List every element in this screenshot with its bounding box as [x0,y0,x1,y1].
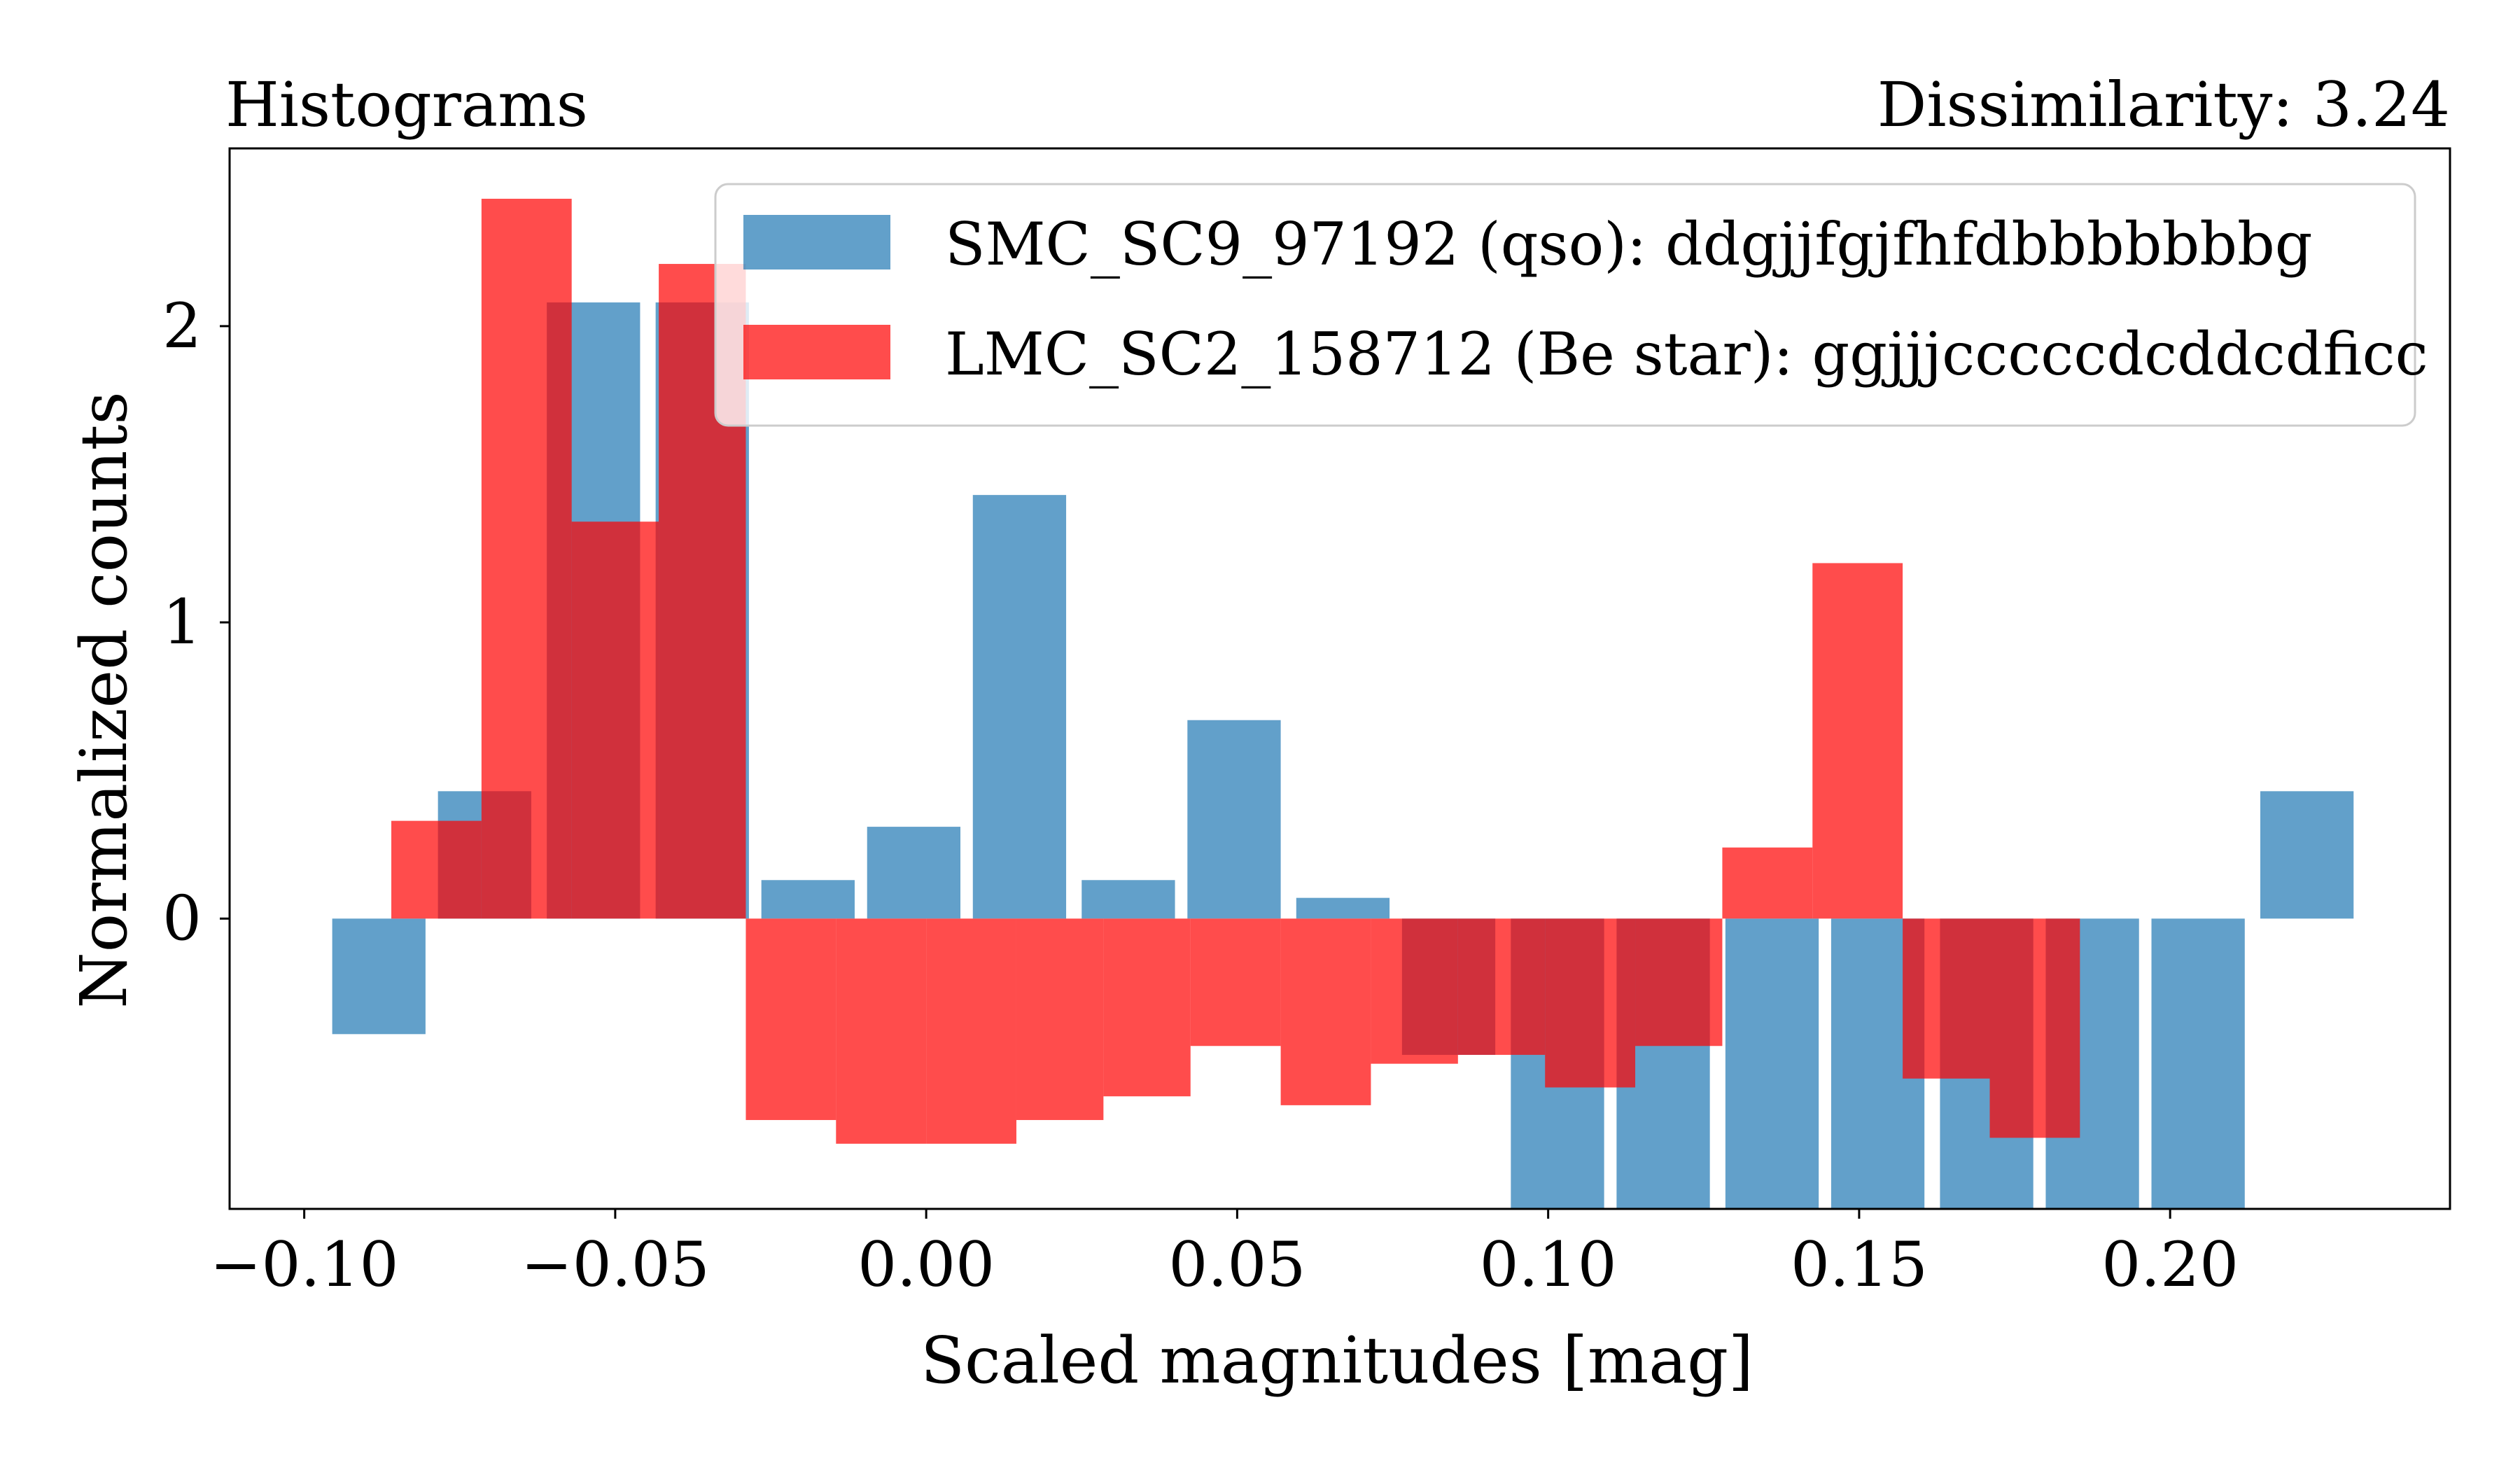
y-tick-label: 0 [162,882,202,954]
smc-bar-18 [2260,791,2354,919]
lmc-bar-1 [481,198,572,919]
legend-label-smc: SMC_SC9_97192 (qso): ddgjjfgjfhfdbbbbbbb… [945,210,2313,279]
legend-swatch-lmc [743,325,890,379]
chart-title-left: Histograms [225,69,588,141]
smc-bar-17 [2151,918,2245,1209]
smc-bar-9 [1296,897,1390,919]
lmc-bar-0 [391,820,482,919]
smc-bar-6 [972,495,1067,919]
lmc-bar-7 [1016,918,1104,1121]
smc-bar-8 [1187,720,1281,919]
lmc-bar-14 [1635,918,1723,1046]
smc-bar-5 [867,827,961,919]
legend-label-lmc: LMC_SC2_158712 (Be star): ggjjjcccccdcdd… [945,320,2428,388]
y-tick-label: 1 [162,586,202,658]
x-tick-label: 0.15 [1791,1228,1928,1301]
legend: SMC_SC9_97192 (qso): ddgjjfgjfhfdbbbbbbb… [714,183,2428,427]
smc-bar-4 [761,880,855,919]
plot-frame [228,147,2451,1210]
x-tick-label: 0.05 [1168,1228,1306,1301]
lmc-bar-18 [1989,918,2080,1138]
x-tick-label: −0.05 [521,1228,710,1301]
lmc-bar-6 [926,918,1016,1144]
lmc-bar-17 [1903,918,1990,1079]
lmc-bar-13 [1545,918,1636,1088]
lmc-bar-11 [1371,918,1458,1064]
lmc-bar-2 [571,522,659,919]
lmc-bar-5 [836,918,927,1144]
y-axis-label: Normalized counts [66,391,141,1008]
y-axis: 0 1 2 [162,290,230,954]
lmc-bar-15 [1722,847,1813,919]
legend-frame [714,183,2416,427]
lmc-bar-16 [1812,563,1903,919]
smc-bar-0 [332,918,426,1035]
lmc-bar-8 [1103,918,1191,1097]
legend-swatch-smc [743,215,890,270]
lmc-bar-4 [746,918,836,1121]
x-tick-label: −0.10 [210,1228,399,1301]
chart-title-right: Dissimilarity: 3.24 [1877,69,2450,141]
lmc-bar-9 [1190,918,1281,1046]
x-tick-label: 0.00 [858,1228,995,1301]
lmc-bar-12 [1457,918,1546,1055]
smc-bar-7 [1082,880,1175,919]
smc-bar-13 [1725,918,1819,1209]
x-axis-label: Scaled magnitudes [mag] [920,1323,1754,1398]
x-tick-label: 0.10 [1480,1228,1617,1301]
x-axis: −0.10 −0.05 0.00 0.05 0.10 0.15 0.20 [210,1209,2239,1301]
lmc-bar-10 [1280,918,1371,1105]
x-tick-label: 0.20 [2101,1228,2239,1301]
y-tick-label: 2 [162,290,202,362]
